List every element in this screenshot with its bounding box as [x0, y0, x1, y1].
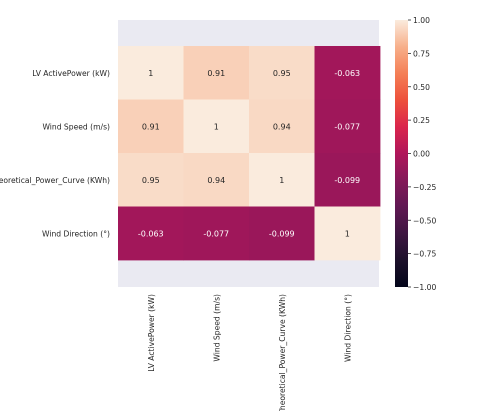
heatmap-cell-3-0 [118, 206, 184, 261]
heatmap-cells [118, 46, 381, 261]
heatmap-cell-2-3 [314, 153, 381, 207]
cell-value-1-3: -0.077 [334, 122, 360, 131]
row-label-3: Wind Direction (°) [42, 229, 110, 238]
colorbar-tick-label-8: −1.00 [413, 283, 436, 292]
column-label-1: Wind Speed (m/s) [212, 294, 221, 362]
heatmap-cell-1-2 [249, 99, 315, 154]
column-label-2: Theoretical_Power_Curve (KWh) [278, 294, 287, 411]
cell-value-0-3: -0.063 [334, 69, 360, 78]
colorbar-tick-label-4: 0.00 [413, 150, 430, 159]
cell-value-1-2: 0.94 [273, 122, 291, 131]
heatmap-cell-2-0 [118, 153, 184, 207]
colorbar-tick-label-6: −0.50 [413, 216, 436, 225]
cell-value-3-0: -0.063 [138, 229, 164, 238]
heatmap-cell-1-3 [314, 99, 381, 154]
heatmap-cell-0-0 [118, 46, 184, 100]
heatmap-cell-2-1 [183, 153, 250, 207]
cell-value-0-2: 0.95 [273, 69, 291, 78]
heatmap-cell-0-2 [249, 46, 315, 100]
cell-value-0-1: 0.91 [207, 69, 225, 78]
colorbar-tick-label-7: −0.75 [413, 250, 436, 259]
heatmap-cell-2-2 [249, 153, 315, 207]
heatmap-cell-1-1 [183, 99, 250, 154]
colorbar-tick-label-5: −0.25 [413, 183, 436, 192]
cell-value-1-0: 0.91 [142, 122, 160, 131]
cell-value-2-0: 0.95 [142, 176, 160, 185]
colorbar-tick-label-2: 0.50 [413, 83, 430, 92]
row-label-2: Theoretical_Power_Curve (KWh) [0, 176, 110, 185]
cell-value-3-1: -0.077 [203, 229, 229, 238]
heatmap-cell-3-2 [249, 206, 315, 261]
cell-value-2-2: 1 [279, 176, 284, 185]
colorbar-ticks: 1.00 0.75 0.50 0.25 0.00 −0.25 −0.50 −0.75 −1.00 [408, 16, 436, 292]
cell-value-1-1: 1 [214, 122, 219, 131]
cell-value-labels: 1 0.91 0.95 -0.063 0.91 1 0.94 -0.077 0.95 0.94 1 -… [138, 69, 360, 239]
cell-value-3-3: 1 [345, 229, 350, 238]
heatmap-cell-3-3 [314, 206, 381, 261]
heatmap-cell-3-1 [183, 206, 250, 261]
row-label-0: LV ActivePower (kW) [32, 69, 110, 78]
column-label-3: Wind Direction (°) [343, 294, 352, 362]
heatmap-cell-1-0 [118, 99, 184, 154]
heatmap-cell-0-1 [183, 46, 250, 100]
column-tick-labels: LV ActivePower (kW) Wind Speed (m/s) Theor… [147, 294, 353, 411]
heatmap-cell-0-3 [314, 46, 381, 100]
colorbar-tick-label-0: 1.00 [413, 16, 430, 25]
cell-value-3-2: -0.099 [269, 229, 295, 238]
colorbar-tick-label-3: 0.25 [413, 116, 430, 125]
row-tick-labels: LV ActivePower (kW) Wind Speed (m/s) Theor… [0, 69, 110, 239]
cell-value-0-0: 1 [148, 69, 153, 78]
cell-value-2-1: 0.94 [207, 176, 225, 185]
colorbar-tick-label-1: 0.75 [413, 49, 430, 58]
colorbar [395, 20, 408, 287]
column-label-0: LV ActivePower (kW) [147, 294, 156, 372]
row-label-1: Wind Speed (m/s) [42, 122, 110, 131]
cell-value-2-3: -0.099 [334, 176, 360, 185]
